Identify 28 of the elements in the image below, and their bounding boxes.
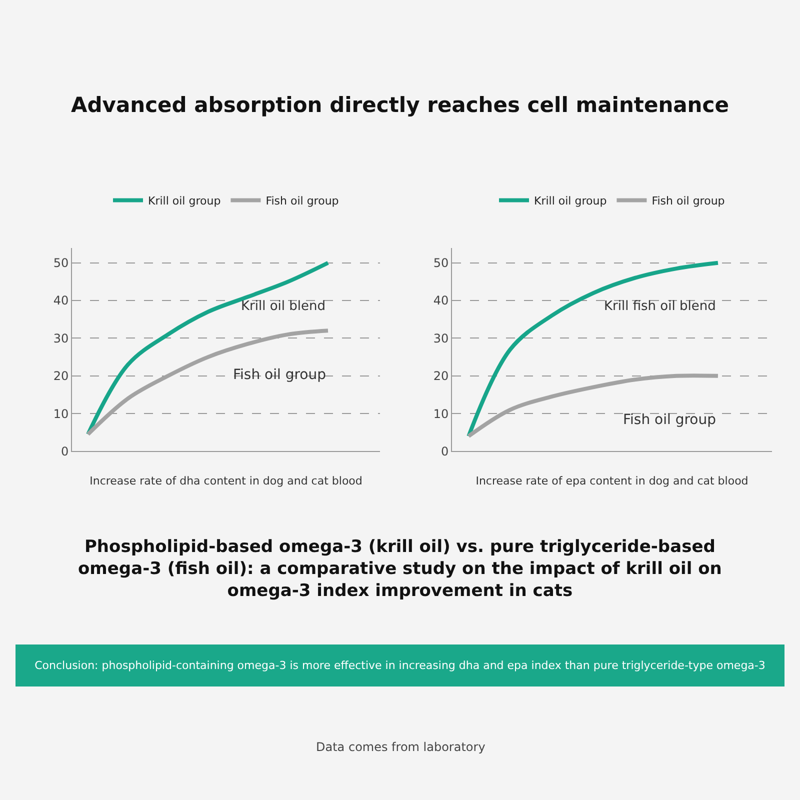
annotation: Krill oil blend — [241, 299, 326, 314]
annotation: Fish oil group — [233, 367, 326, 383]
y-tick-label: 10 — [53, 406, 69, 421]
y-tick-label: 50 — [433, 256, 449, 270]
y-tick-label: 20 — [53, 369, 69, 384]
chart-title: Advanced absorption directly reaches cell maintenance — [71, 93, 729, 117]
annotation: Fish oil group — [623, 412, 716, 428]
y-tick-label: 20 — [433, 369, 449, 384]
y-tick-label: 50 — [53, 256, 69, 270]
y-tick-label: 0 — [60, 444, 69, 458]
y-tick-label: 40 — [433, 294, 449, 308]
legend-label: Krill oil group — [534, 194, 607, 208]
legend-label: Fish oil group — [266, 194, 339, 208]
y-tick-label: 10 — [433, 406, 449, 421]
text: Phospholipid-based omega-3 (krill oil) vs. pure triglyceride-based omega-3 (fish oil): a comparative study on the impact of krill oil on omega-3 index improvement in cats — [78, 537, 722, 602]
text: Data comes from laboratory — [316, 740, 486, 754]
x-axis-title: Increase rate of epa content in dog and cat blood — [476, 474, 748, 488]
annotation: Krill fish oil blend — [604, 299, 716, 314]
y-tick-label: 40 — [53, 294, 69, 308]
x-axis-title: Increase rate of dha content in dog and cat blood — [90, 474, 362, 488]
y-tick-label: 30 — [433, 331, 449, 346]
line-series — [466, 260, 720, 438]
line-series — [86, 260, 330, 436]
legend-label: Fish oil group — [652, 194, 725, 208]
y-tick-label: 0 — [440, 444, 449, 458]
legend-label: Krill oil group — [148, 194, 221, 208]
y-tick-label: 30 — [53, 331, 69, 346]
text: Conclusion: phospholipid-containing omega-3 is more effective in increasing dha and epa index than pure triglyceride-type omega-3 — [31, 659, 769, 672]
